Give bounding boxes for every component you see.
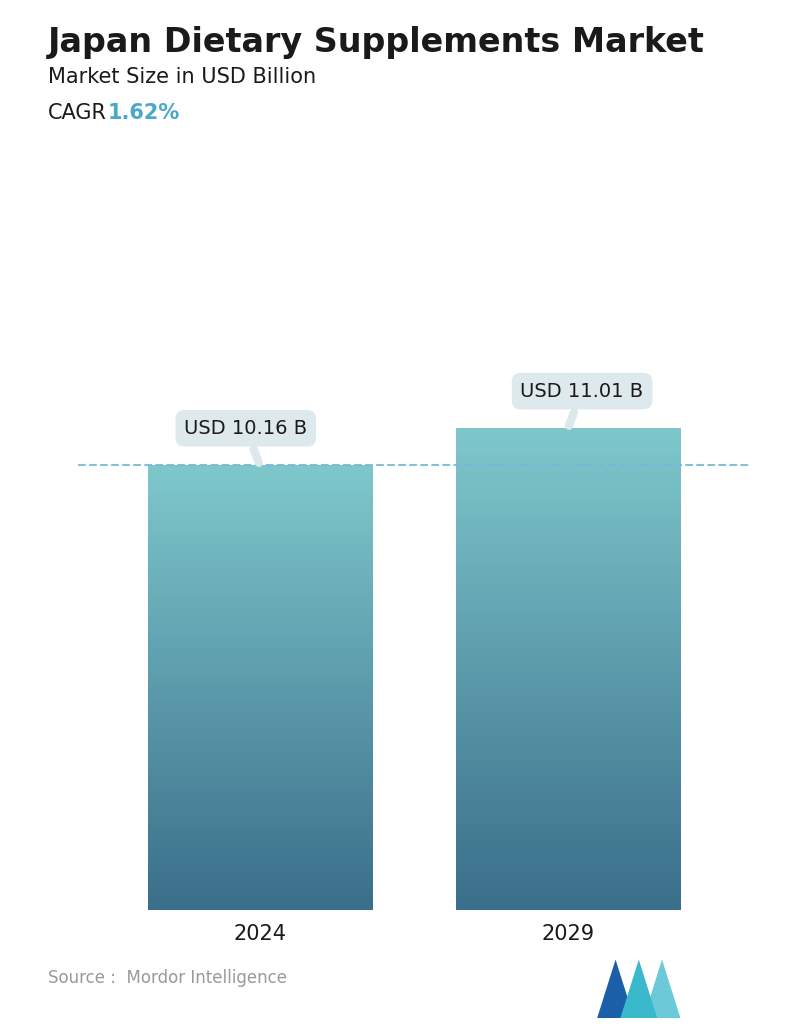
Polygon shape	[597, 960, 634, 1018]
Text: CAGR: CAGR	[48, 103, 107, 123]
Text: Japan Dietary Supplements Market: Japan Dietary Supplements Market	[48, 26, 704, 59]
Polygon shape	[620, 960, 657, 1018]
Text: Market Size in USD Billion: Market Size in USD Billion	[48, 67, 316, 87]
Text: Source :  Mordor Intelligence: Source : Mordor Intelligence	[48, 970, 287, 987]
Text: USD 10.16 B: USD 10.16 B	[184, 419, 307, 463]
Text: 1.62%: 1.62%	[107, 103, 180, 123]
Text: USD 11.01 B: USD 11.01 B	[521, 382, 644, 426]
Polygon shape	[643, 960, 681, 1018]
